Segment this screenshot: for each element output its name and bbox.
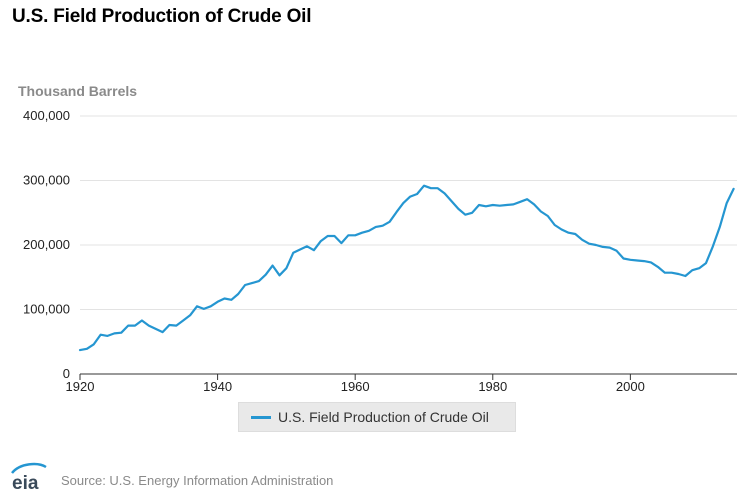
x-tick-label: 1940 (203, 379, 232, 394)
y-axis-unit-label: Thousand Barrels (18, 83, 138, 99)
chart-title: U.S. Field Production of Crude Oil (12, 6, 312, 27)
gridlines (80, 115, 737, 310)
x-tick-label: 1960 (341, 379, 370, 394)
y-tick-label: 300,000 (23, 173, 70, 188)
source-note: Source: U.S. Energy Information Administ… (61, 473, 334, 488)
legend[interactable]: U.S. Field Production of Crude Oil (238, 402, 516, 432)
y-tick-label: 400,000 (23, 108, 70, 123)
eia-logo-icon: eia (11, 462, 47, 494)
legend-label: U.S. Field Production of Crude Oil (278, 409, 489, 425)
svg-text:eia: eia (12, 473, 39, 492)
axes (79, 373, 737, 380)
x-tick-label: 2000 (616, 379, 645, 394)
y-tick-label: 100,000 (23, 302, 70, 317)
x-tick-label: 1920 (66, 379, 95, 394)
tick-labels: 0 100,000 200,000 300,000 400,000 1920 1940 196… (23, 108, 645, 394)
series-layer (78, 184, 735, 352)
y-tick-label: 200,000 (23, 237, 70, 252)
y-tick-label: 0 (63, 366, 70, 381)
x-tick-label: 1980 (478, 379, 507, 394)
line-chart: 0 100,000 200,000 300,000 400,000 1920 1940 196… (23, 108, 737, 394)
series-line (78, 184, 735, 352)
eia-logo: eia (8, 460, 52, 497)
legend-swatch (251, 416, 271, 419)
